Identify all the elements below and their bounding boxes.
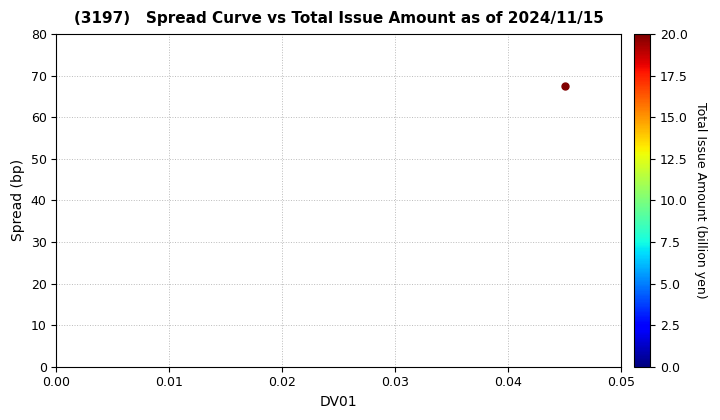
Y-axis label: Spread (bp): Spread (bp) <box>11 159 25 242</box>
Y-axis label: Total Issue Amount (billion yen): Total Issue Amount (billion yen) <box>694 102 707 299</box>
Title: (3197)   Spread Curve vs Total Issue Amount as of 2024/11/15: (3197) Spread Curve vs Total Issue Amoun… <box>74 11 604 26</box>
Point <box>559 83 571 89</box>
X-axis label: DV01: DV01 <box>320 395 358 409</box>
